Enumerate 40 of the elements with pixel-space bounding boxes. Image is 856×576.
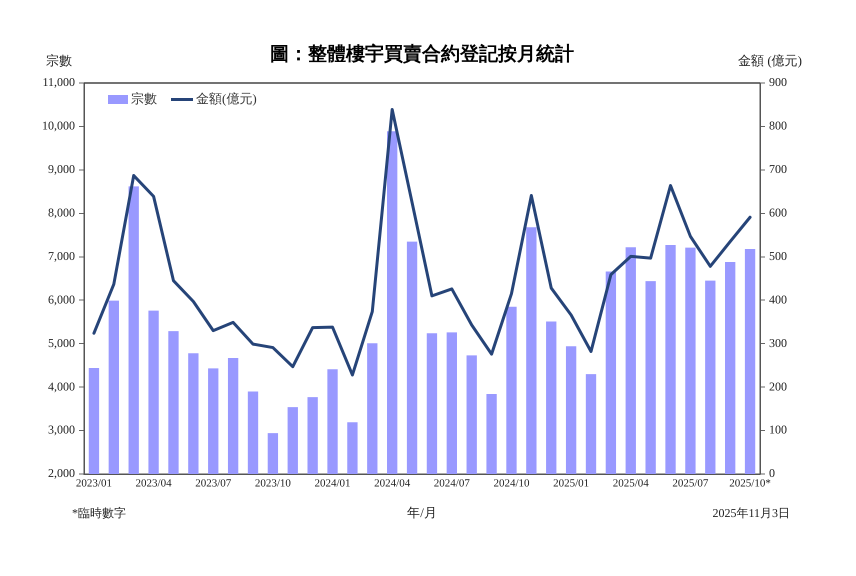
y-tick-label: 11,000 (42, 75, 75, 90)
y-tick-label: 7,000 (48, 248, 75, 263)
y-tick-label: 8,000 (48, 205, 75, 220)
y2-tick-label: 600 (769, 205, 787, 220)
x-tick-label: 2023/07 (195, 477, 232, 490)
chart-title: 圖：整體樓宇買賣合約登記按月統計 (270, 44, 574, 65)
x-axis-title: 年/月 (407, 505, 437, 520)
x-tick-label: 2024/04 (374, 477, 411, 490)
y-tick-label: 3,000 (48, 422, 75, 437)
x-tick-label: 2025/01 (553, 477, 590, 490)
y-tick-label: 4,000 (48, 379, 75, 394)
y-tick-label: 2,000 (48, 466, 75, 480)
y-tick-label: 6,000 (48, 292, 75, 306)
text: 2025年11月3日 (712, 506, 790, 520)
y-tick-label: 9,000 (48, 162, 75, 176)
x-tick-label: 2023/01 (76, 477, 112, 490)
y2-tick-label: 500 (769, 248, 787, 263)
legend-label: 宗數 (131, 90, 157, 108)
y2-axis-title: 金額 (億元) (738, 53, 802, 69)
text: *臨時數字 (72, 506, 126, 520)
y-tick-label: 5,000 (48, 336, 75, 350)
y-tick-label: 10,000 (42, 118, 75, 133)
y2-tick-label: 700 (769, 162, 787, 176)
y2-tick-label: 100 (769, 422, 787, 437)
x-tick-label: 2023/10 (254, 477, 292, 490)
x-tick-label: 2024/07 (434, 477, 470, 490)
x-tick-label: 2025/07 (672, 477, 709, 490)
y2-tick-label: 900 (769, 75, 787, 90)
x-tick-label: 2025/10* (729, 477, 771, 490)
x-tick-label: 2023/04 (136, 477, 172, 490)
y2-tick-label: 200 (769, 379, 787, 394)
x-tick-label: 2024/10 (493, 477, 530, 490)
y2-tick-label: 300 (769, 336, 787, 350)
x-tick-label: 2025/04 (612, 477, 650, 490)
y2-tick-label: 0 (769, 466, 775, 480)
y-axis-title: 宗數 (46, 53, 72, 69)
y2-tick-label: 800 (769, 118, 787, 133)
y2-tick-label: 400 (769, 292, 787, 306)
legend-label: 金額(億元) (196, 90, 257, 108)
x-tick-label: 2024/01 (314, 477, 351, 490)
